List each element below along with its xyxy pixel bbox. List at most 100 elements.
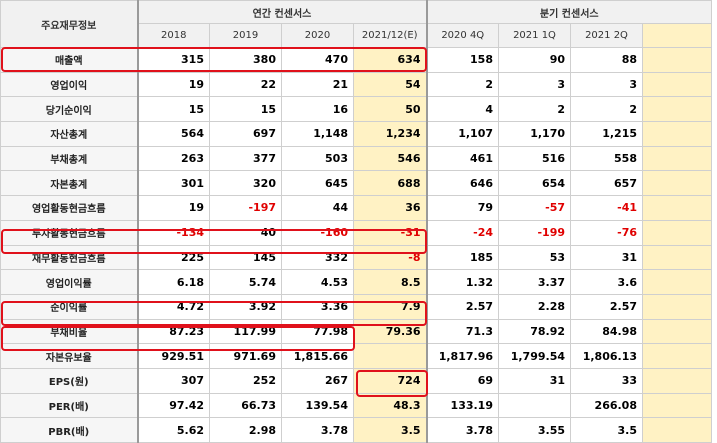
annual-value-cell: 3.5 [353, 417, 428, 443]
quarter-header: 2021 1Q [498, 23, 571, 48]
annual-value-cell: 19 [137, 195, 210, 221]
quarter-header: 2021 2Q [570, 23, 643, 48]
annual-value-cell: 54 [353, 71, 428, 98]
annual-value-cell: 40 [209, 219, 282, 246]
annual-value-cell: 332 [281, 244, 354, 271]
table-row: 자본유보율 929.51 971.69 1,815.66 1,817.96 1,799.5… [0, 343, 712, 369]
row-label: 투자활동현금흐름 [0, 219, 139, 246]
row-label: 재무활동현금흐름 [0, 244, 139, 271]
quarter-value-cell: -76 [570, 219, 643, 246]
annual-value-cell: 929.51 [137, 343, 210, 369]
quarter-value-cell: -24 [426, 219, 499, 246]
quarter-value-cell: 3.6 [570, 269, 643, 295]
annual-value-cell: -160 [281, 219, 354, 246]
empty-cell [642, 343, 712, 369]
annual-value-cell: 307 [137, 367, 210, 394]
empty-cell [642, 269, 712, 295]
row-label: 자본유보율 [0, 343, 139, 369]
quarter-value-cell: 1,215 [570, 121, 643, 147]
annual-value-cell: 1,815.66 [281, 343, 354, 369]
quarter-value-cell: 133.19 [426, 392, 499, 419]
year-header: 2021/12(E) [353, 23, 428, 48]
annual-value-cell: 44 [281, 195, 354, 221]
annual-value-cell: 564 [137, 121, 210, 147]
empty-cell [642, 170, 712, 197]
annual-value-cell: 66.73 [209, 392, 282, 419]
quarter-value-cell: 516 [498, 145, 571, 172]
annual-value-cell: 19 [137, 71, 210, 98]
annual-value-cell: 380 [209, 47, 282, 73]
quarter-value-cell: 3.5 [570, 417, 643, 443]
quarter-value-cell: 646 [426, 170, 499, 197]
empty-cell [642, 417, 712, 443]
quarter-value-cell: 4 [426, 96, 499, 123]
quarter-value-cell: -199 [498, 219, 571, 246]
annual-value-cell: 8.5 [353, 269, 428, 295]
quarter-value-cell: 79 [426, 195, 499, 221]
annual-value-cell: 3.36 [281, 293, 354, 320]
row-label: 자본총계 [0, 170, 139, 197]
quarter-value-cell: 3.55 [498, 417, 571, 443]
annual-value-cell: 470 [281, 47, 354, 73]
table-row: 매출액 315 380 470 634 158 90 88 [0, 47, 712, 73]
empty-cell [642, 219, 712, 246]
empty-header-cell [642, 23, 712, 48]
annual-value-cell: 263 [137, 145, 210, 172]
annual-value-cell: 22 [209, 71, 282, 98]
table-row: 자산총계 564 697 1,148 1,234 1,107 1,170 1,215 [0, 121, 712, 147]
quarter-value-cell: 2 [426, 71, 499, 98]
annual-value-cell: -197 [209, 195, 282, 221]
annual-value-cell: -8 [353, 244, 428, 271]
quarter-value-cell: 31 [570, 244, 643, 271]
quarter-value-cell: 3.37 [498, 269, 571, 295]
table-row: 자본총계 301 320 645 688 646 654 657 [0, 170, 712, 197]
annual-value-cell: 971.69 [209, 343, 282, 369]
annual-value-cell: 97.42 [137, 392, 210, 419]
quarter-value-cell: 185 [426, 244, 499, 271]
annual-value-cell: 79.36 [353, 318, 428, 345]
quarter-value-cell: 2.57 [426, 293, 499, 320]
quarter-value-cell: 1.32 [426, 269, 499, 295]
quarter-value-cell: -57 [498, 195, 571, 221]
annual-value-cell: -31 [353, 219, 428, 246]
quarter-value-cell: 3.78 [426, 417, 499, 443]
quarter-value-cell: 78.92 [498, 318, 571, 345]
empty-cell [642, 71, 712, 98]
annual-value-cell: 2.98 [209, 417, 282, 443]
annual-value-cell: 252 [209, 367, 282, 394]
row-label: 영업활동현금흐름 [0, 195, 139, 221]
empty-cell [642, 145, 712, 172]
table-row: 재무활동현금흐름 225 145 332 -8 185 53 31 [0, 244, 712, 271]
quarter-header: 2020 4Q [426, 23, 499, 48]
annual-value-cell: 15 [209, 96, 282, 123]
quarter-value-cell: 2.28 [498, 293, 571, 320]
quarter-value-cell: 1,817.96 [426, 343, 499, 369]
empty-cell [642, 121, 712, 147]
quarter-value-cell: 33 [570, 367, 643, 394]
quarter-value-cell: 158 [426, 47, 499, 73]
empty-cell [642, 392, 712, 419]
year-header: 2020 [281, 23, 354, 48]
annual-value-cell: 320 [209, 170, 282, 197]
quarter-value-cell: 461 [426, 145, 499, 172]
quarter-value-cell: 1,107 [426, 121, 499, 147]
row-label: 순이익률 [0, 293, 139, 320]
row-label: 부채총계 [0, 145, 139, 172]
table-row: 영업활동현금흐름 19 -197 44 36 79 -57 -41 [0, 195, 712, 221]
row-label: PER(배) [0, 392, 139, 419]
row-label: 영업이익률 [0, 269, 139, 295]
annual-value-cell: 1,234 [353, 121, 428, 147]
table-row: 영업이익 19 22 21 54 2 3 3 [0, 71, 712, 98]
quarter-value-cell: 3 [570, 71, 643, 98]
annual-value-cell: 3.78 [281, 417, 354, 443]
quarter-value-cell: 2 [498, 96, 571, 123]
quarter-value-cell: 3 [498, 71, 571, 98]
annual-value-cell: 7.9 [353, 293, 428, 320]
year-header: 2018 [137, 23, 210, 48]
table-row: 투자활동현금흐름 -134 40 -160 -31 -24 -199 -76 [0, 219, 712, 246]
annual-value-cell: -134 [137, 219, 210, 246]
empty-cell [642, 96, 712, 123]
quarter-value-cell: 53 [498, 244, 571, 271]
quarter-value-cell: 1,806.13 [570, 343, 643, 369]
annual-value-cell: 267 [281, 367, 354, 394]
